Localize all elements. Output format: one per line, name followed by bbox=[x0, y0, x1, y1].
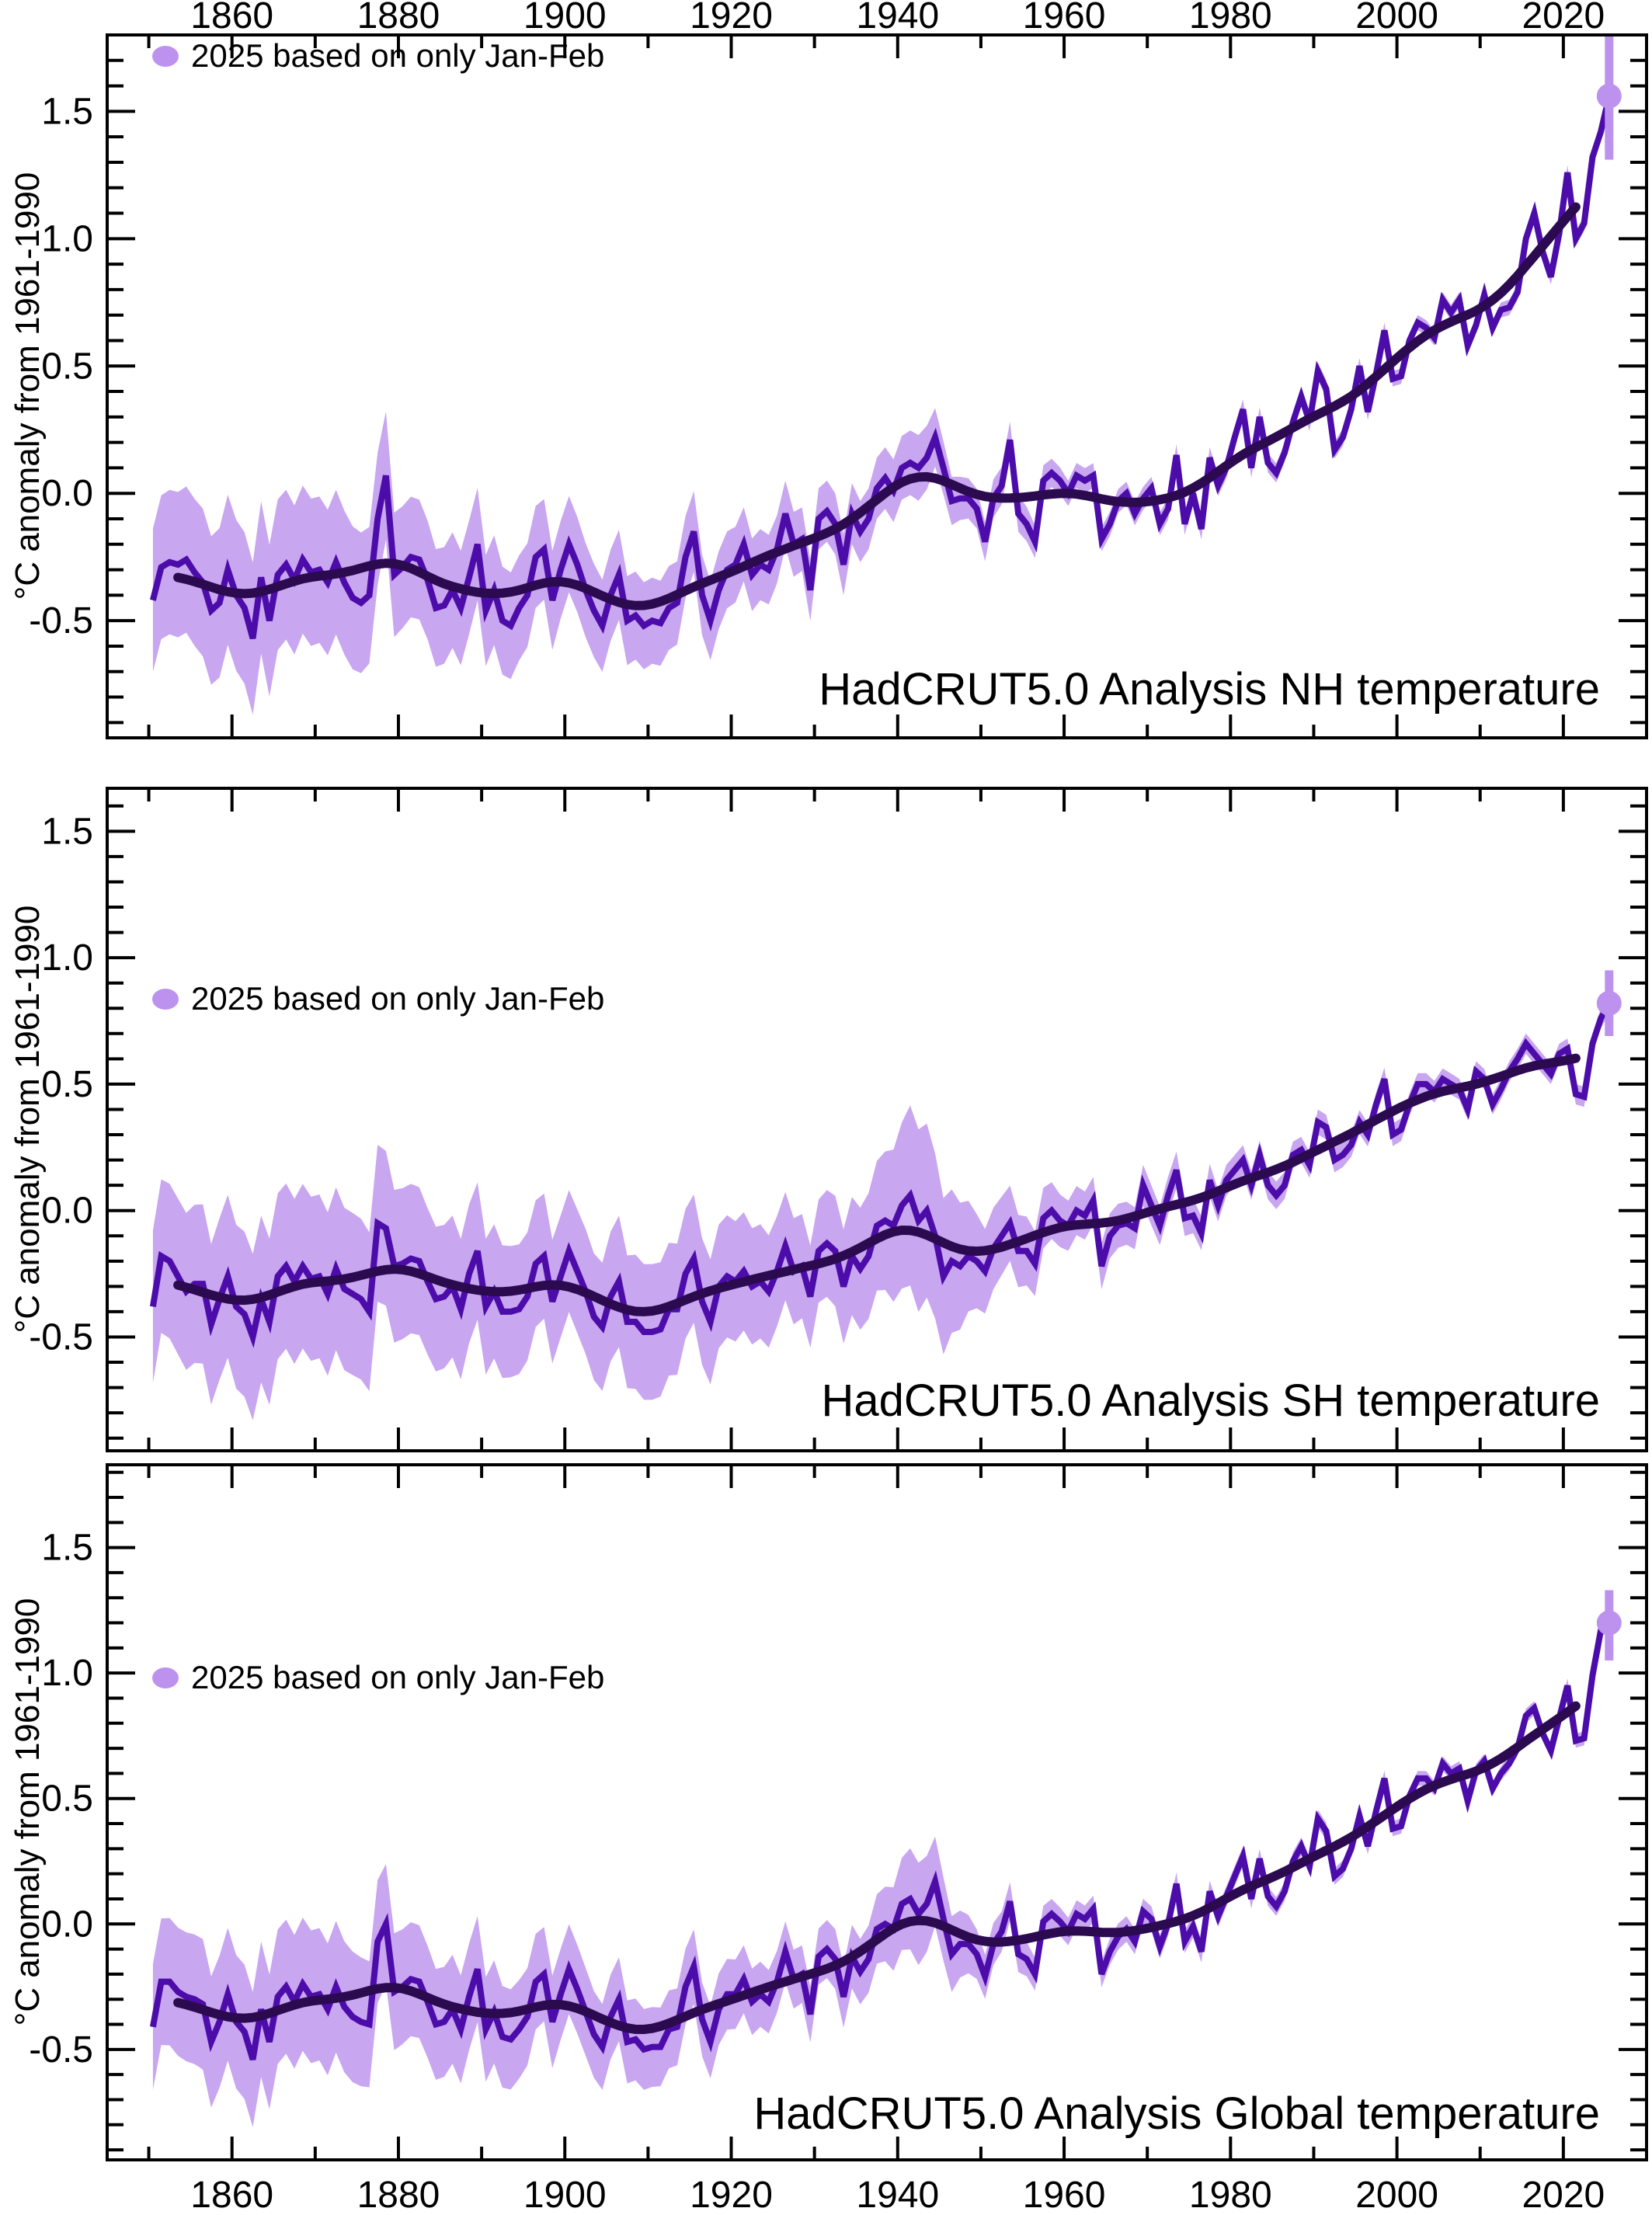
x-tick-label-top: 2020 bbox=[1522, 0, 1605, 37]
x-tick-label-top: 1940 bbox=[856, 0, 939, 37]
x-tick-label-bottom: 1920 bbox=[690, 2175, 773, 2215]
x-tick-label-top: 1960 bbox=[1023, 0, 1106, 37]
sh-smoothed-line bbox=[173, 1053, 1581, 1316]
nh-annual-line bbox=[150, 95, 1612, 640]
x-tick-label-top: 1980 bbox=[1189, 0, 1272, 37]
nh-axis-ticks bbox=[107, 35, 1647, 738]
sh-y-tick-label: 1.5 bbox=[41, 811, 93, 852]
legend-nh: 2025 based on only Jan-Feb bbox=[152, 37, 604, 75]
y-axis-label-sh: °C anomaly from 1961-1990 bbox=[9, 905, 47, 1334]
global-uncertainty-band bbox=[152, 1615, 1609, 2127]
x-tick-label-bottom: 1880 bbox=[357, 2175, 440, 2215]
x-tick-label-top: 1920 bbox=[690, 0, 773, 37]
sh-uncertainty-band bbox=[152, 993, 1609, 1420]
global-y-tick-label: -0.5 bbox=[29, 2029, 93, 2071]
x-tick-label-bottom: 1980 bbox=[1189, 2175, 1272, 2215]
nh-y-tick-label: 1.5 bbox=[41, 91, 93, 132]
x-tick-label-bottom: 1900 bbox=[523, 2175, 607, 2215]
nh-y-tick-label: 0.5 bbox=[41, 346, 93, 387]
legend-sh: 2025 based on only Jan-Feb bbox=[152, 980, 604, 1017]
x-tick-label-top: 1900 bbox=[523, 0, 607, 37]
global-y-tick-label: 0.5 bbox=[41, 1779, 93, 1820]
panel-title-global: HadCRUT5.0 Analysis Global temperature bbox=[753, 2088, 1600, 2139]
nh-y-tick-label: 0.0 bbox=[41, 473, 93, 514]
x-tick-label-bottom: 2020 bbox=[1522, 2175, 1605, 2215]
legend-label-global: 2025 based on only Jan-Feb bbox=[191, 1659, 605, 1695]
sh-y-tick-label: 1.0 bbox=[41, 937, 93, 979]
x-axis-labels: 1860 1860 1880 1880 1900 1900 1920 1920 1940 1940… bbox=[190, 0, 1605, 2215]
sh-2025-point bbox=[1596, 990, 1622, 1016]
sh-panel-frame bbox=[106, 787, 1648, 1452]
x-tick-label-top: 2000 bbox=[1355, 0, 1438, 37]
x-tick-label-bottom: 2000 bbox=[1355, 2175, 1438, 2215]
panel-title-nh: HadCRUT5.0 Analysis NH temperature bbox=[819, 664, 1600, 715]
nh-uncertainty-band bbox=[152, 88, 1609, 715]
sh-y-tick-label: 0.0 bbox=[41, 1191, 93, 1232]
global-y-tick-label: 1.0 bbox=[41, 1653, 93, 1694]
x-tick-label-bottom: 1960 bbox=[1023, 2175, 1106, 2215]
global-panel-frame bbox=[106, 1463, 1648, 2161]
nh-y-tick-label: 1.0 bbox=[41, 218, 93, 259]
x-tick-label-bottom: 1860 bbox=[190, 2175, 273, 2215]
global-y-tick-label: 0.0 bbox=[41, 1904, 93, 1945]
x-tick-label-top: 1860 bbox=[190, 0, 273, 37]
nh-y-tick-label: -0.5 bbox=[29, 600, 93, 642]
legend-global: 2025 based on only Jan-Feb bbox=[152, 1659, 604, 1696]
panel-nh: -0.5 0.0 0.5 1.0 1.5 bbox=[29, 33, 1648, 739]
sh-y-tick-label: -0.5 bbox=[29, 1316, 93, 1358]
legend-label-nh: 2025 based on only Jan-Feb bbox=[191, 37, 605, 74]
x-tick-label-bottom: 1940 bbox=[856, 2175, 939, 2215]
nh-2025-point bbox=[1596, 83, 1622, 109]
legend-2025-dot-icon bbox=[152, 1667, 179, 1688]
sh-axis-ticks bbox=[107, 788, 1647, 1451]
x-tick-label-top: 1880 bbox=[357, 0, 440, 37]
global-smoothed-line bbox=[173, 1701, 1581, 2035]
global-y-tick-label: 1.5 bbox=[41, 1528, 93, 1569]
legend-2025-dot-icon bbox=[152, 45, 179, 67]
sh-y-tick-label: 0.5 bbox=[41, 1064, 93, 1105]
y-axis-label-nh: °C anomaly from 1961-1990 bbox=[9, 172, 47, 600]
legend-2025-dot-icon bbox=[152, 988, 179, 1010]
y-axis-label-global: °C anomaly from 1961-1990 bbox=[9, 1598, 47, 2026]
nh-smoothed-line bbox=[173, 202, 1581, 610]
panel-title-sh: HadCRUT5.0 Analysis SH temperature bbox=[821, 1375, 1600, 1426]
panel-sh: -0.5 0.0 0.5 1.0 1.5 bbox=[29, 787, 1648, 1452]
nh-panel-frame bbox=[106, 33, 1648, 739]
global-axis-ticks bbox=[107, 1465, 1647, 2160]
panel-global: -0.5 0.0 0.5 1.0 1.5 bbox=[29, 1463, 1648, 2161]
global-2025-point bbox=[1596, 1610, 1622, 1636]
legend-label-sh: 2025 based on only Jan-Feb bbox=[191, 980, 605, 1017]
